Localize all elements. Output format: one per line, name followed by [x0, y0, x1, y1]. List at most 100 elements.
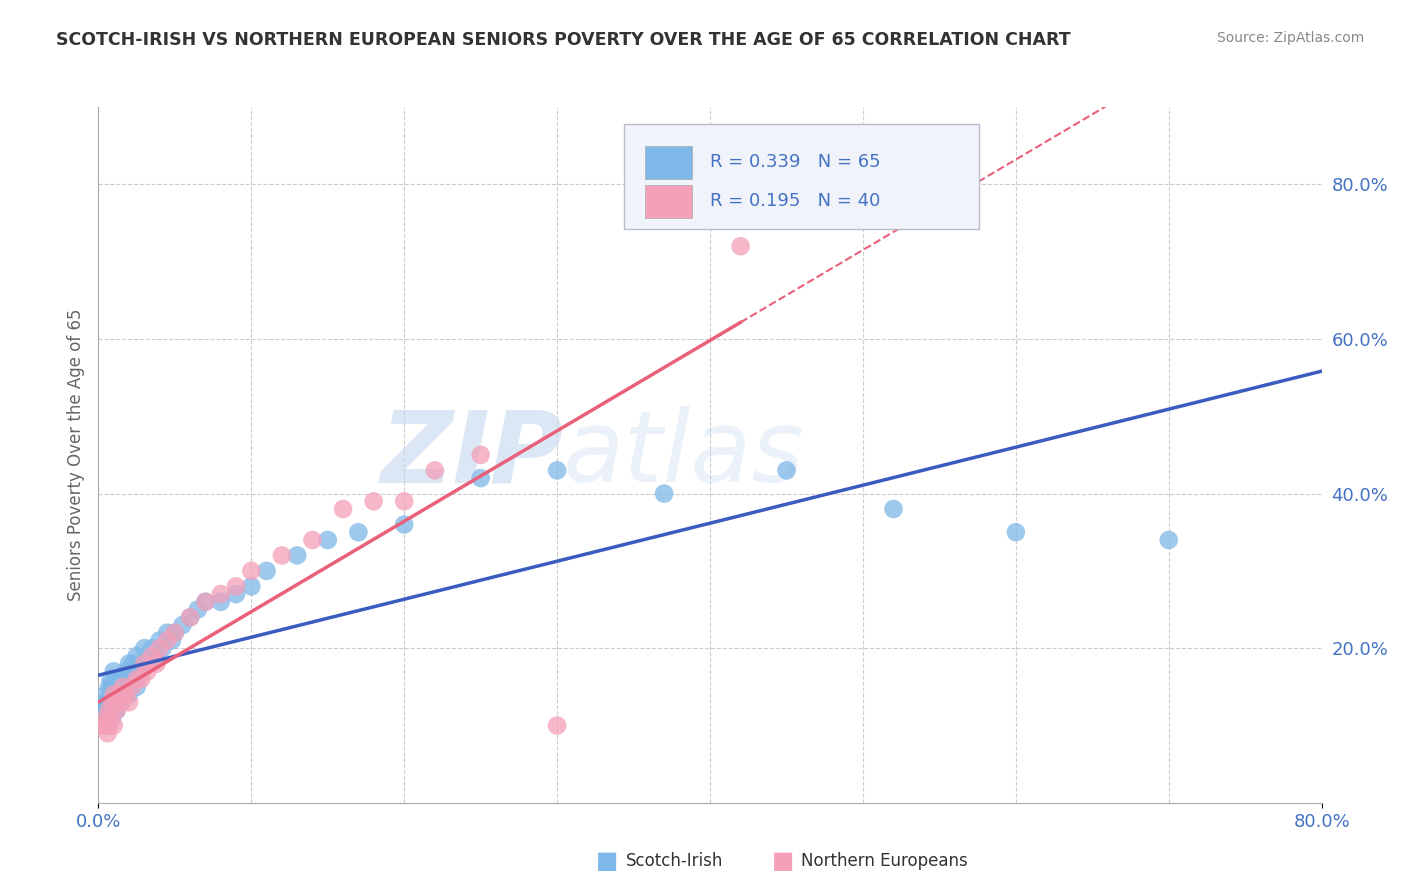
Point	[285, 549, 308, 563]
Point	[156, 633, 179, 648]
Point	[103, 688, 125, 702]
Point	[100, 711, 122, 725]
Point	[423, 463, 446, 477]
Point	[94, 688, 117, 702]
Point	[97, 695, 120, 709]
Text: Source: ZipAtlas.com: Source: ZipAtlas.com	[1216, 31, 1364, 45]
Point	[163, 625, 186, 640]
Point	[103, 703, 125, 717]
Point	[107, 672, 129, 686]
Point	[110, 695, 132, 709]
Point	[97, 718, 120, 732]
Text: ZIP: ZIP	[380, 407, 564, 503]
Point	[1157, 533, 1180, 547]
Point	[122, 657, 145, 671]
Point	[194, 595, 217, 609]
Point	[118, 688, 141, 702]
Point	[98, 711, 121, 725]
Point	[103, 680, 125, 694]
Point	[179, 610, 201, 624]
Point	[115, 688, 138, 702]
Point	[93, 695, 115, 709]
Point	[94, 703, 117, 717]
Point	[103, 718, 125, 732]
Point	[101, 711, 124, 725]
Point	[98, 718, 121, 732]
Point	[172, 618, 194, 632]
Point	[125, 672, 148, 686]
Point	[98, 695, 121, 709]
Point	[121, 672, 143, 686]
Point	[187, 602, 209, 616]
Point	[225, 579, 247, 593]
Text: ■: ■	[596, 849, 619, 872]
Point	[209, 595, 232, 609]
Text: R = 0.339   N = 65: R = 0.339 N = 65	[710, 153, 880, 171]
Point	[141, 648, 163, 663]
Point	[194, 595, 217, 609]
Point	[110, 695, 132, 709]
Point	[103, 688, 125, 702]
Point	[108, 688, 131, 702]
Point	[160, 633, 183, 648]
Point	[152, 641, 174, 656]
Point	[105, 703, 128, 717]
Point	[93, 718, 115, 732]
Point	[125, 648, 148, 663]
Text: SCOTCH-IRISH VS NORTHERN EUROPEAN SENIORS POVERTY OVER THE AGE OF 65 CORRELATION: SCOTCH-IRISH VS NORTHERN EUROPEAN SENIOR…	[56, 31, 1071, 49]
Point	[112, 680, 135, 694]
Point	[179, 610, 201, 624]
Point	[240, 564, 263, 578]
Point	[107, 695, 129, 709]
Text: ■: ■	[772, 849, 794, 872]
Point	[392, 494, 416, 508]
Point	[94, 711, 117, 725]
Point	[392, 517, 416, 532]
Point	[225, 587, 247, 601]
Point	[141, 641, 163, 656]
Point	[363, 494, 385, 508]
Point	[103, 665, 125, 679]
Point	[100, 672, 122, 686]
Text: R = 0.195   N = 40: R = 0.195 N = 40	[710, 192, 880, 210]
Point	[101, 695, 124, 709]
Point	[316, 533, 339, 547]
Point	[730, 239, 752, 253]
Point	[115, 665, 138, 679]
Point	[163, 625, 186, 640]
Text: Scotch-Irish: Scotch-Irish	[626, 852, 723, 870]
Point	[347, 525, 370, 540]
Text: atlas: atlas	[564, 407, 804, 503]
Point	[256, 564, 278, 578]
Point	[149, 641, 172, 656]
Point	[652, 486, 675, 500]
Point	[121, 680, 143, 694]
Point	[129, 672, 152, 686]
Point	[125, 680, 148, 694]
Point	[145, 657, 167, 671]
Point	[134, 641, 156, 656]
Point	[209, 587, 232, 601]
Bar	[645, 185, 692, 219]
Point	[240, 579, 263, 593]
Point	[111, 680, 134, 694]
Y-axis label: Seniors Poverty Over the Age of 65: Seniors Poverty Over the Age of 65	[66, 309, 84, 601]
Point	[546, 718, 568, 732]
Point	[270, 549, 292, 563]
Point	[136, 657, 159, 671]
Point	[470, 471, 492, 485]
Point	[470, 448, 492, 462]
Point	[100, 703, 122, 717]
Point	[546, 463, 568, 477]
Point	[149, 633, 172, 648]
Point	[101, 680, 124, 694]
Point	[301, 533, 323, 547]
Point	[97, 726, 120, 740]
Point	[134, 657, 156, 671]
Point	[129, 665, 152, 679]
Point	[115, 688, 138, 702]
Point	[136, 665, 159, 679]
Point	[98, 680, 121, 694]
Point	[118, 657, 141, 671]
Point	[98, 703, 121, 717]
